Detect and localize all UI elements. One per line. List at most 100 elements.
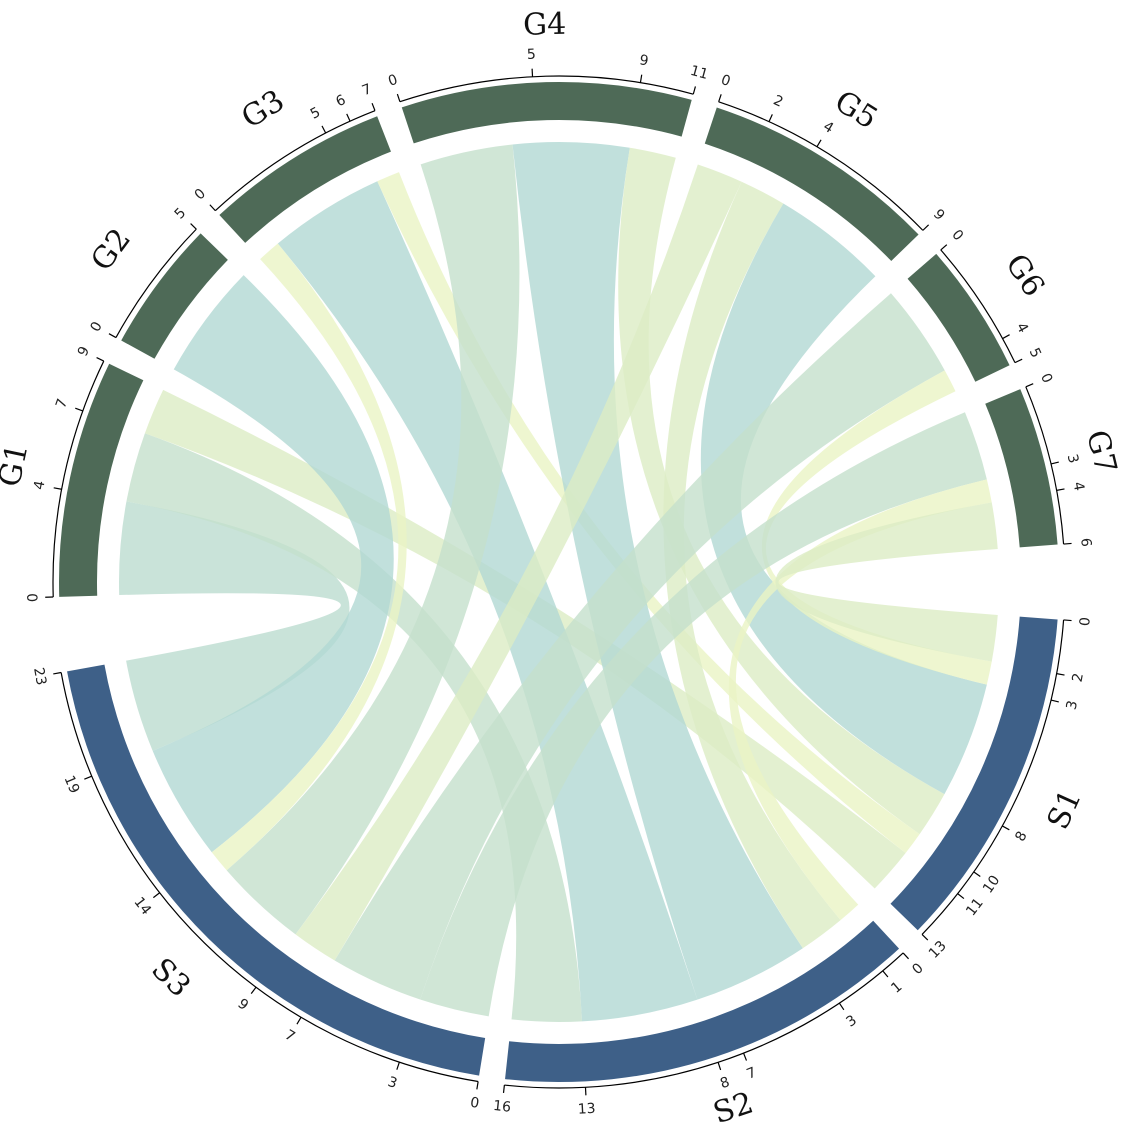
chord-link — [700, 203, 987, 795]
tick-label: 6 — [334, 92, 349, 110]
tick-label: 0 — [192, 186, 209, 204]
tick-label: 5 — [1026, 346, 1044, 361]
sector-axis — [940, 249, 1016, 363]
tick-label: 2 — [1070, 672, 1087, 684]
chord-link — [118, 501, 350, 751]
tick-mark — [152, 892, 161, 899]
tick-mark — [838, 1002, 845, 1011]
tick-label: 16 — [492, 1098, 512, 1116]
tick-mark — [84, 775, 92, 780]
chord-link — [211, 243, 407, 871]
tick-label: 6 — [1077, 537, 1094, 547]
sector-axis — [921, 619, 1065, 935]
tick-mark — [921, 934, 929, 941]
tick-mark — [957, 893, 965, 900]
tick-label: 9 — [234, 996, 251, 1014]
chord-link — [144, 389, 906, 889]
tick-label: 4 — [820, 119, 836, 137]
tick-label: 0 — [719, 72, 733, 90]
tick-mark — [692, 86, 697, 95]
tick-mark — [209, 204, 216, 212]
sector-name: G7 — [1079, 427, 1123, 477]
tick-mark — [108, 333, 117, 339]
chord-link — [226, 144, 520, 935]
sector-track — [985, 389, 1058, 548]
chord-link — [775, 502, 998, 662]
sector-name: G2 — [84, 222, 138, 277]
chord-link — [152, 275, 394, 853]
tick-mark — [321, 125, 327, 134]
tick-mark — [396, 1061, 400, 1070]
tick-mark — [717, 1062, 722, 1071]
tick-label: 7 — [745, 1065, 759, 1083]
tick-label: 5 — [308, 104, 323, 122]
sector-axis — [52, 360, 105, 598]
tick-label: 0 — [909, 960, 926, 978]
tick-label: 11 — [963, 895, 987, 919]
sector-axis — [718, 101, 924, 231]
tick-label: 19 — [61, 773, 83, 796]
sector-axis — [214, 110, 376, 212]
chord-link — [295, 164, 742, 961]
chord-link — [618, 147, 945, 835]
sector-axis — [1025, 386, 1065, 545]
tick-label: 7 — [53, 397, 71, 411]
tick-mark — [96, 357, 105, 362]
tick-mark — [922, 224, 930, 231]
tick-mark — [1056, 673, 1065, 676]
tick-label: 9 — [930, 206, 948, 224]
tick-mark — [502, 1084, 505, 1094]
sector-track — [890, 616, 1058, 931]
sector-axis — [504, 952, 904, 1089]
sector-name: G3 — [236, 83, 291, 136]
sector-track — [907, 253, 1010, 382]
tick-mark — [1002, 334, 1010, 340]
tick-mark — [396, 93, 401, 102]
tick-label: 13 — [577, 1101, 596, 1118]
tick-label: 0 — [23, 593, 39, 602]
tick-label: 9 — [75, 344, 93, 359]
tick-mark — [902, 952, 910, 960]
tick-mark — [1063, 619, 1072, 622]
tick-mark — [346, 113, 351, 122]
tick-label: 0 — [386, 72, 400, 90]
sector-name: S1 — [1041, 784, 1089, 835]
tick-mark — [75, 407, 83, 412]
tick-mark — [1050, 461, 1059, 465]
tick-label: 3 — [843, 1012, 859, 1030]
tick-mark — [718, 94, 722, 103]
chord-link — [663, 181, 841, 949]
tick-label: 4 — [31, 479, 48, 491]
tick-mark — [639, 74, 643, 83]
tick-label: 0 — [1077, 617, 1094, 627]
tick-label: 3 — [1064, 453, 1082, 465]
chord-link — [334, 293, 945, 1000]
sector-name: G4 — [523, 7, 567, 43]
tick-label: 2 — [771, 92, 786, 110]
tick-mark — [1002, 825, 1010, 831]
tick-mark — [53, 671, 62, 675]
tick-label: 8 — [718, 1074, 732, 1092]
tick-label: 3 — [386, 1074, 400, 1092]
sector-track — [704, 107, 919, 261]
tick-label: 5 — [526, 47, 536, 63]
sector-name: G1 — [0, 440, 35, 489]
sector-name: S2 — [709, 1086, 758, 1132]
tick-mark — [940, 244, 948, 251]
tick-label: 0 — [88, 319, 106, 335]
tick-mark — [1025, 383, 1034, 388]
tick-label: 7 — [282, 1027, 298, 1045]
tick-label: 8 — [1012, 829, 1030, 845]
sector-track — [505, 920, 900, 1082]
sector-track — [58, 363, 144, 597]
sector-name: S3 — [144, 951, 197, 1004]
tick-mark — [1063, 542, 1072, 545]
tick-mark — [1056, 488, 1065, 491]
tick-label: 1 — [888, 979, 905, 997]
sector-name: G5 — [828, 84, 883, 137]
tick-mark — [882, 970, 889, 978]
tick-mark — [816, 139, 822, 148]
tick-mark — [371, 102, 376, 111]
tick-label: 0 — [1037, 371, 1055, 385]
